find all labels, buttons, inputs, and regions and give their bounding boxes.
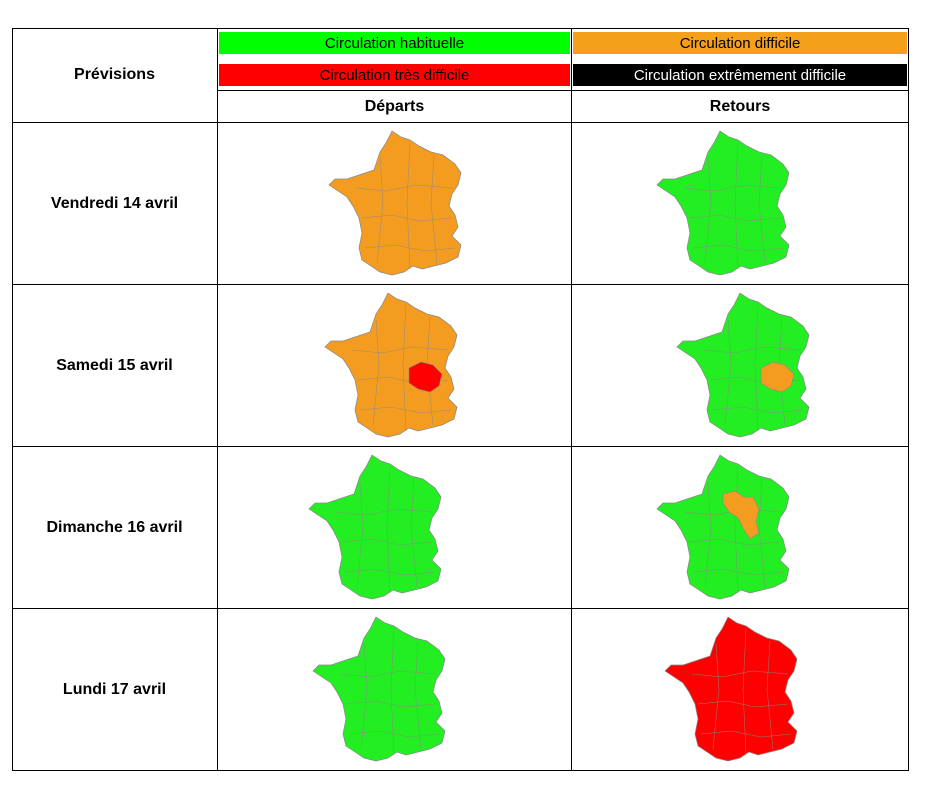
france-map-departs [304, 452, 458, 602]
highlighted-region [722, 490, 760, 540]
france-map-retours [652, 452, 806, 602]
legend-tres-difficile: Circulation très difficile [219, 64, 570, 86]
france-map-departs [320, 290, 474, 440]
department-borders [683, 142, 784, 270]
france-outline [656, 130, 790, 276]
header-rule [217, 90, 909, 91]
table-rule [12, 446, 909, 447]
france-outline [676, 292, 810, 438]
france-outline [664, 616, 798, 762]
department-borders [691, 628, 792, 756]
france-map-svg [676, 292, 810, 438]
day-label: Samedi 15 avril [56, 356, 173, 374]
day-label: Dimanche 16 avril [46, 518, 183, 536]
france-map-retours [660, 614, 814, 764]
day-label: Vendredi 14 avril [50, 194, 179, 212]
department-borders [339, 628, 440, 756]
france-map-retours [652, 128, 806, 278]
department-borders [335, 466, 436, 594]
table-border-top [12, 28, 909, 29]
france-outline [324, 292, 458, 438]
highlighted-region [760, 361, 795, 393]
legend-extremement-difficile: Circulation extrêmement difficile [573, 64, 907, 86]
legend-habituelle: Circulation habituelle [219, 32, 570, 54]
france-map-svg [656, 454, 790, 600]
table-rule [571, 28, 572, 771]
france-map-svg [308, 454, 442, 600]
france-outline [312, 616, 446, 762]
table-rule [12, 284, 909, 285]
column-header-departs: Départs [364, 97, 425, 115]
france-map-departs [308, 614, 462, 764]
table-border-left [12, 28, 13, 771]
france-outline [328, 130, 462, 276]
table-border-right [908, 28, 909, 771]
day-label: Lundi 17 avril [62, 680, 167, 698]
table-rule [12, 608, 909, 609]
france-map-svg [324, 292, 458, 438]
department-borders [683, 466, 784, 594]
department-borders [355, 142, 456, 270]
france-map-svg [312, 616, 446, 762]
france-map-departs [324, 128, 478, 278]
column-header-retours: Retours [709, 97, 771, 115]
france-map-svg [664, 616, 798, 762]
france-map-svg [328, 130, 462, 276]
highlighted-region [408, 361, 443, 393]
legend-difficile: Circulation difficile [573, 32, 907, 54]
france-outline [308, 454, 442, 600]
france-map-retours [672, 290, 826, 440]
table-rule [12, 122, 909, 123]
table-border-bottom [12, 770, 909, 771]
table-rule [217, 28, 218, 771]
corner-label: Prévisions [74, 66, 155, 83]
france-map-svg [656, 130, 790, 276]
france-outline [656, 454, 790, 600]
